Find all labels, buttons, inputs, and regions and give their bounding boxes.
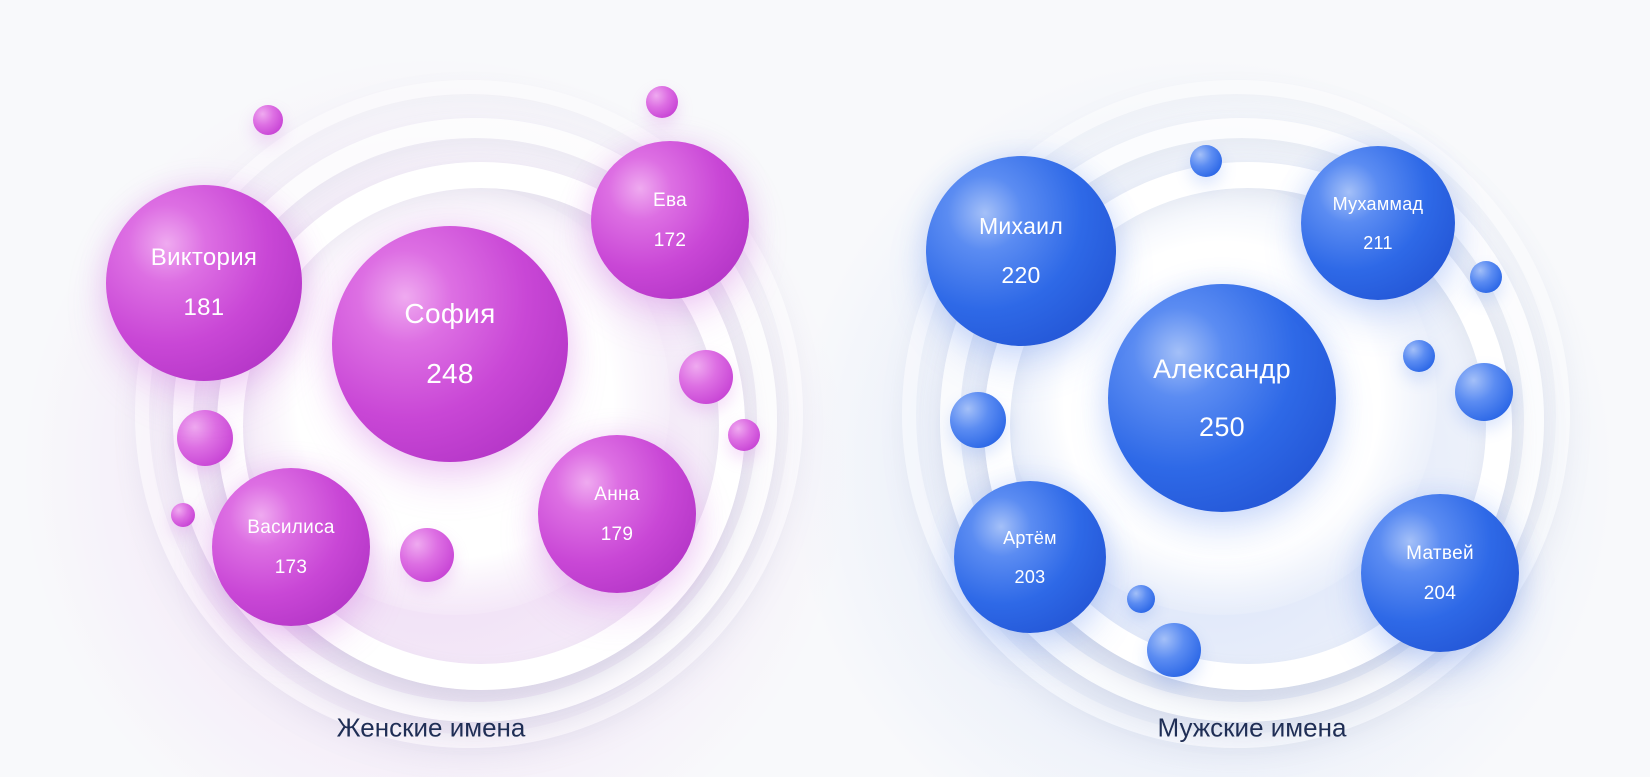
bubble-value-label: 250 — [1199, 411, 1245, 442]
bubble-value-label: 220 — [1001, 262, 1041, 288]
decor-bubble — [1147, 623, 1201, 677]
bubble-value-label: 211 — [1363, 232, 1393, 253]
bubble-Ева[interactable]: Ева 172 — [591, 141, 749, 299]
decor-bubble — [253, 105, 283, 135]
bubble-Мухаммад[interactable]: Мухаммад 211 — [1301, 146, 1455, 300]
bubble-София[interactable]: София 248 — [332, 226, 568, 462]
bubble-name-label: София — [404, 298, 496, 329]
bubble-Виктория[interactable]: Виктория 181 — [106, 185, 302, 381]
bubble-name-label: Василиса — [247, 516, 335, 538]
bubble-name-label: Анна — [594, 483, 640, 505]
decor-bubble — [1470, 261, 1502, 293]
decor-bubble — [400, 528, 454, 582]
bubble-value-label: 203 — [1014, 566, 1046, 587]
bubble-name-label: Михаил — [978, 213, 1064, 239]
decor-bubble — [679, 350, 733, 404]
decor-bubble — [177, 410, 233, 466]
bubble-Михаил[interactable]: Михаил 220 — [926, 156, 1116, 346]
bubble-name-label: Александр — [1153, 353, 1291, 384]
bubble-name-label: Ева — [652, 189, 688, 211]
male-names-caption: Мужские имена — [1157, 712, 1347, 743]
decor-bubble — [1190, 145, 1222, 177]
decor-bubble — [646, 86, 678, 118]
decor-bubble — [728, 419, 760, 451]
bubble-Матвей[interactable]: Матвей 204 — [1361, 494, 1519, 652]
decor-bubble — [1127, 585, 1155, 613]
decor-bubble — [171, 503, 195, 527]
bubble-value-label: 172 — [653, 229, 687, 251]
bubble-Анна[interactable]: Анна 179 — [538, 435, 696, 593]
bubble-name-label: Матвей — [1406, 542, 1474, 564]
decor-bubble — [1403, 340, 1435, 372]
decor-bubble — [1455, 363, 1513, 421]
bubble-value-label: 248 — [426, 358, 474, 389]
bubble-value-label: 204 — [1423, 582, 1457, 604]
bubble-value-label: 173 — [274, 556, 308, 578]
bubble-name-label: Мухаммад — [1332, 193, 1424, 214]
bubble-Артём[interactable]: Артём 203 — [954, 481, 1106, 633]
bubble-value-label: 179 — [600, 523, 634, 545]
bubble-Василиса[interactable]: Василиса 173 — [212, 468, 370, 626]
decor-bubble — [950, 392, 1006, 448]
bubble-Александр[interactable]: Александр 250 — [1108, 284, 1336, 512]
bubble-name-label: Виктория — [150, 244, 258, 271]
bubble-value-label: 181 — [183, 294, 225, 321]
bubble-name-label: Артём — [1003, 527, 1057, 548]
female-names-caption: Женские имена — [336, 712, 526, 743]
